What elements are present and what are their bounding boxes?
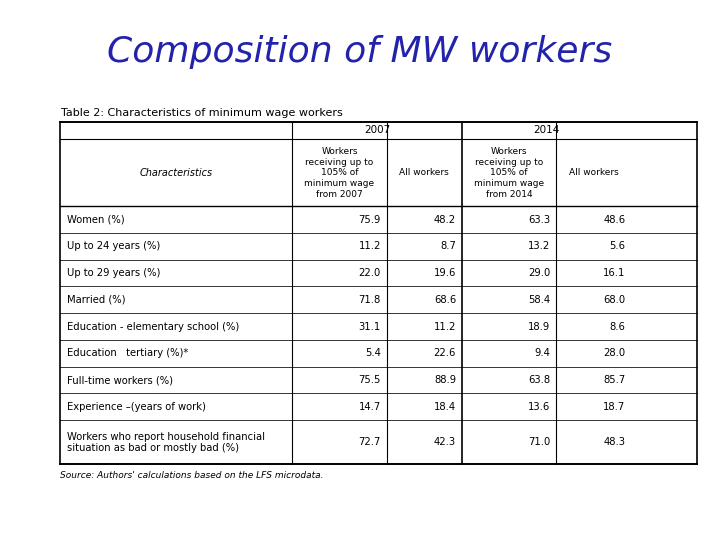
Text: Full-time workers (%): Full-time workers (%) xyxy=(67,375,173,385)
Text: 16.1: 16.1 xyxy=(603,268,626,278)
Text: Composition of MW workers: Composition of MW workers xyxy=(107,35,613,69)
Text: 88.9: 88.9 xyxy=(434,375,456,385)
Text: 28.0: 28.0 xyxy=(603,348,626,359)
Text: 13.6: 13.6 xyxy=(528,402,550,412)
Text: 13.2: 13.2 xyxy=(528,241,550,251)
Text: 18.7: 18.7 xyxy=(603,402,626,412)
Text: 31.1: 31.1 xyxy=(359,322,381,332)
Text: 11.2: 11.2 xyxy=(359,241,381,251)
Text: 48.2: 48.2 xyxy=(434,214,456,225)
Text: 75.9: 75.9 xyxy=(359,214,381,225)
Text: Education   tertiary (%)*: Education tertiary (%)* xyxy=(67,348,189,359)
Text: 5.4: 5.4 xyxy=(365,348,381,359)
Text: 9.4: 9.4 xyxy=(534,348,550,359)
Text: 63.3: 63.3 xyxy=(528,214,550,225)
Text: 8.7: 8.7 xyxy=(440,241,456,251)
Text: Workers
receiving up to
105% of
minimum wage
from 2014: Workers receiving up to 105% of minimum … xyxy=(474,147,544,199)
Text: All workers: All workers xyxy=(400,168,449,177)
Text: Up to 24 years (%): Up to 24 years (%) xyxy=(67,241,161,251)
Text: Married (%): Married (%) xyxy=(67,295,125,305)
Text: 58.4: 58.4 xyxy=(528,295,550,305)
Text: 71.0: 71.0 xyxy=(528,437,550,447)
Text: 29.0: 29.0 xyxy=(528,268,550,278)
Text: Workers who report household financial
situation as bad or mostly bad (%): Workers who report household financial s… xyxy=(67,431,265,453)
Text: Workers
receiving up to
105% of
minimum wage
from 2007: Workers receiving up to 105% of minimum … xyxy=(305,147,374,199)
Text: 5.6: 5.6 xyxy=(610,241,626,251)
Text: 18.9: 18.9 xyxy=(528,322,550,332)
Text: 72.7: 72.7 xyxy=(359,437,381,447)
Text: Experience –(years of work): Experience –(years of work) xyxy=(67,402,206,412)
Text: 42.3: 42.3 xyxy=(434,437,456,447)
Text: 14.7: 14.7 xyxy=(359,402,381,412)
Text: 48.6: 48.6 xyxy=(603,214,626,225)
Text: Source: Authors' calculations based on the LFS microdata.: Source: Authors' calculations based on t… xyxy=(60,471,323,480)
Text: Characteristics: Characteristics xyxy=(140,168,212,178)
Text: 85.7: 85.7 xyxy=(603,375,626,385)
Text: Table 2: Characteristics of minimum wage workers: Table 2: Characteristics of minimum wage… xyxy=(61,108,343,118)
Text: Education - elementary school (%): Education - elementary school (%) xyxy=(67,322,239,332)
Text: 8.6: 8.6 xyxy=(610,322,626,332)
Text: 68.6: 68.6 xyxy=(434,295,456,305)
Text: 18.4: 18.4 xyxy=(434,402,456,412)
Text: 22.6: 22.6 xyxy=(433,348,456,359)
Text: 2014: 2014 xyxy=(534,125,559,136)
Text: 48.3: 48.3 xyxy=(603,437,626,447)
Text: All workers: All workers xyxy=(569,168,618,177)
Text: 11.2: 11.2 xyxy=(433,322,456,332)
Text: Up to 29 years (%): Up to 29 years (%) xyxy=(67,268,161,278)
Text: Women (%): Women (%) xyxy=(67,214,125,225)
Text: 75.5: 75.5 xyxy=(359,375,381,385)
Text: 22.0: 22.0 xyxy=(359,268,381,278)
Text: 68.0: 68.0 xyxy=(603,295,626,305)
Text: 71.8: 71.8 xyxy=(359,295,381,305)
Text: 63.8: 63.8 xyxy=(528,375,550,385)
Text: 2007: 2007 xyxy=(364,125,390,136)
Text: 19.6: 19.6 xyxy=(433,268,456,278)
